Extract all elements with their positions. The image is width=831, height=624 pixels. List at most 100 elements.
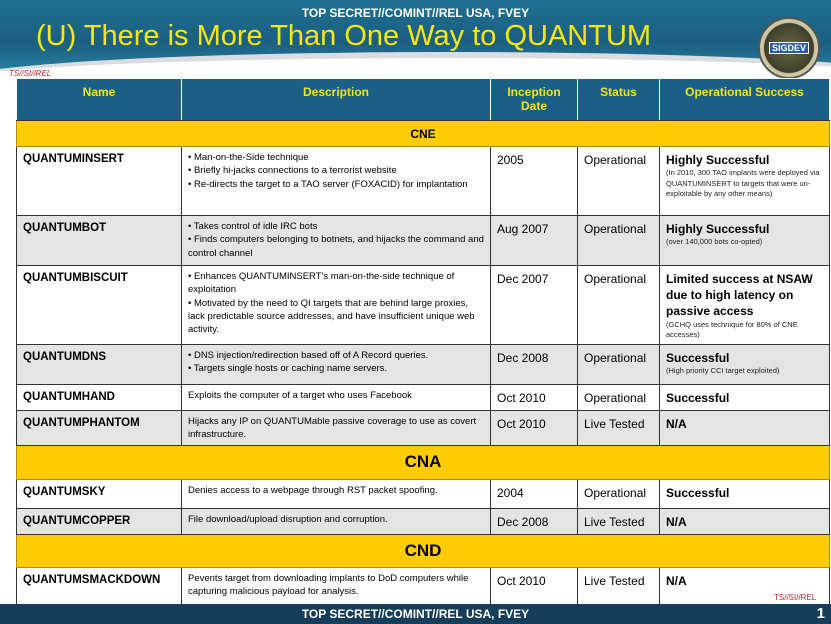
quantum-table: Name Description Inception Date Status O…	[16, 78, 830, 607]
table-row: QUANTUMDNS • DNS injection/redirection ba…	[16, 344, 830, 385]
slide-header: TOP SECRET//COMINT//REL USA, FVEY (U) Th…	[0, 0, 831, 72]
footer-classification: TOP SECRET//COMINT//REL USA, FVEY	[301, 607, 530, 621]
description-line: • Re-directs the target to a TAO server …	[188, 178, 468, 190]
table-row: QUANTUMHAND Exploits the computer of a ta…	[16, 384, 830, 411]
operational-success-cell: Highly Successful (In 2010, 300 TAO impla…	[659, 146, 830, 216]
description-line: • Takes control of idle IRC bots	[188, 221, 318, 232]
description-line: • Finds computers belonging to botnets, …	[188, 234, 484, 259]
program-name: QUANTUMCOPPER	[16, 507, 182, 535]
program-name: QUANTUMHAND	[16, 384, 182, 411]
operational-success-cell: N/A	[659, 566, 830, 607]
description-cell: Hijacks any IP on QUANTUMable passive co…	[181, 410, 491, 446]
description-cell: • DNS injection/redirection based off of…	[181, 344, 491, 385]
seal-text: SIGDEV	[768, 42, 809, 54]
operational-success-cell: Successful	[659, 478, 830, 509]
table-row: QUANTUMINSERT • Man-on-the-Side technique…	[16, 146, 830, 216]
status: Live Tested	[577, 507, 660, 535]
table-row: QUANTUMPHANTOM Hijacks any IP on QUANTUMa…	[16, 410, 830, 446]
sigdev-seal-logo: SIGDEV	[758, 17, 820, 79]
success-note: (High priority CCI target exploited)	[666, 366, 780, 376]
classification-banner-top: TOP SECRET//COMINT//REL USA, FVEY	[301, 6, 530, 20]
inception-date: 2004	[490, 478, 578, 509]
status: Operational	[577, 215, 660, 266]
description-line: • Enhances QUANTUMINSERT's man-on-the-si…	[188, 271, 455, 296]
success-note: (GCHQ uses technique for 80% of CNE acce…	[666, 319, 798, 340]
description-cell: • Man-on-the-Side technique • Briefly hi-…	[181, 146, 491, 216]
description-line: • Man-on-the-Side technique	[188, 152, 309, 163]
description-cell: • Takes control of idle IRC bots • Finds …	[181, 215, 491, 266]
success-rating: Limited success at NSAW due to high late…	[666, 272, 813, 319]
description-line: Exploits the computer of a target who us…	[188, 390, 412, 401]
classification-banner-bottom: TOP SECRET//COMINT//REL USA, FVEY 1	[0, 604, 831, 624]
section-row-cnd: CND	[16, 533, 830, 568]
status: Live Tested	[577, 566, 660, 607]
description-cell: • Enhances QUANTUMINSERT's man-on-the-si…	[181, 265, 491, 345]
inception-date: Dec 2008	[490, 344, 578, 385]
page-number: 1	[816, 605, 825, 622]
inception-date: Oct 2010	[490, 384, 578, 411]
program-name: QUANTUMPHANTOM	[16, 410, 182, 446]
operational-success-cell: Limited success at NSAW due to high late…	[659, 265, 830, 345]
status: Operational	[577, 146, 660, 216]
success-rating: N/A	[666, 417, 687, 431]
program-name: QUANTUMDNS	[16, 344, 182, 385]
inception-date: Dec 2007	[490, 265, 578, 345]
success-rating: Highly Successful	[666, 153, 770, 167]
success-rating: N/A	[666, 514, 687, 529]
description-cell: Exploits the computer of a target who us…	[181, 384, 491, 411]
section-row-cne: CNE	[16, 120, 830, 147]
program-name: QUANTUMINSERT	[16, 146, 182, 216]
operational-success-cell: Successful (High priority CCI target expl…	[659, 344, 830, 385]
column-header-status: Status	[577, 78, 660, 121]
program-name: QUANTUMSKY	[16, 478, 182, 509]
description-line: Hijacks any IP on QUANTUMable passive co…	[188, 416, 477, 441]
slide-title: (U) There is More Than One Way to QUANTU…	[36, 20, 652, 52]
column-header-name: Name	[16, 78, 182, 121]
description-cell: File download/upload disruption and corr…	[181, 507, 491, 535]
description-cell: Denies access to a webpage through RST p…	[181, 478, 491, 509]
operational-success-cell: N/A	[659, 507, 830, 535]
status: Operational	[577, 384, 660, 411]
header-swoosh	[0, 52, 831, 72]
table-row: QUANTUMBOT • Takes control of idle IRC bo…	[16, 215, 830, 266]
description-line: Pevents target from downloading implants…	[188, 572, 469, 597]
success-rating: Successful	[666, 351, 730, 365]
status: Operational	[577, 265, 660, 345]
table-row: QUANTUMBISCUIT • Enhances QUANTUMINSERT's…	[16, 265, 830, 345]
description-line: File download/upload disruption and corr…	[188, 513, 388, 525]
success-rating: Successful	[666, 391, 730, 405]
portion-mark-bottom: TS//SI//REL	[774, 593, 817, 602]
column-header-inception-date: Inception Date	[490, 78, 578, 121]
success-rating: N/A	[666, 573, 687, 588]
program-name: QUANTUMBOT	[16, 215, 182, 266]
section-label: CNE	[16, 120, 830, 147]
success-rating: Highly Successful	[666, 222, 770, 236]
status: Operational	[577, 344, 660, 385]
operational-success-cell: N/A	[659, 410, 830, 446]
description-line: • Targets single hosts or caching name s…	[188, 363, 388, 375]
table-header-row: Name Description Inception Date Status O…	[16, 78, 830, 121]
inception-date: Aug 2007	[490, 215, 578, 266]
inception-date: Oct 2010	[490, 410, 578, 446]
section-label: CNA	[16, 444, 830, 480]
success-rating: Successful	[666, 485, 730, 500]
success-note: (over 140,000 bots co-opted)	[666, 237, 763, 247]
program-name: QUANTUMSMACKDOWN	[16, 566, 182, 607]
description-line: • Motivated by the need to QI targets th…	[188, 297, 475, 336]
column-header-description: Description	[181, 78, 491, 121]
program-name: QUANTUMBISCUIT	[16, 265, 182, 345]
description-line: • DNS injection/redirection based off of…	[188, 350, 429, 361]
description-line: Denies access to a webpage through RST p…	[188, 484, 438, 496]
portion-mark-top: TS//SI//REL	[9, 69, 52, 78]
table-row: QUANTUMCOPPER File download/upload disrup…	[16, 507, 830, 535]
section-label: CND	[16, 533, 830, 568]
operational-success-cell: Successful	[659, 384, 830, 411]
inception-date: Oct 2010	[490, 566, 578, 607]
table-row: QUANTUMSKY Denies access to a webpage thr…	[16, 478, 830, 509]
operational-success-cell: Highly Successful (over 140,000 bots co-o…	[659, 215, 830, 266]
column-header-operational-success: Operational Success	[659, 78, 830, 121]
table-row: QUANTUMSMACKDOWN Pevents target from down…	[16, 566, 830, 607]
status: Live Tested	[577, 410, 660, 446]
status: Operational	[577, 478, 660, 509]
section-row-cna: CNA	[16, 444, 830, 480]
